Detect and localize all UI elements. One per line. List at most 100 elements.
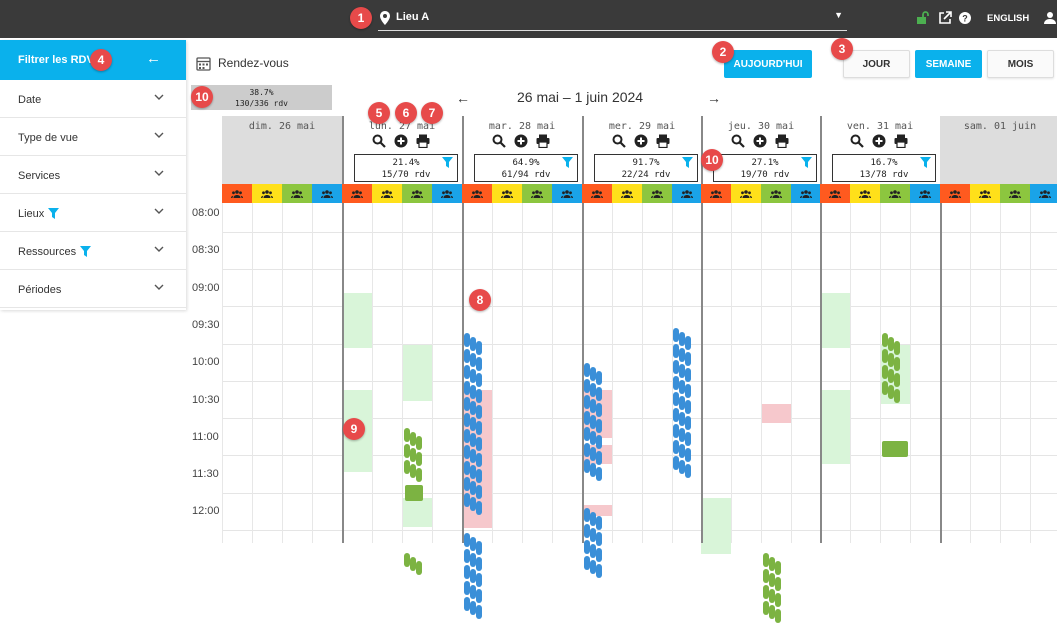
resource-header[interactable] [222,184,252,203]
external-link-icon[interactable] [938,11,952,25]
appointment[interactable] [590,431,596,445]
appointment[interactable] [410,464,416,478]
appointment[interactable] [596,532,602,546]
appointment[interactable] [590,415,596,429]
appointment[interactable] [470,417,476,431]
arrow-left-icon[interactable]: ← [146,50,161,67]
appointment[interactable] [470,369,476,383]
month-view-button[interactable]: MOIS [987,50,1054,78]
filter-services[interactable]: Services [0,156,186,194]
resource-header[interactable] [701,184,731,203]
appointment[interactable] [470,497,476,511]
appointment[interactable] [679,364,685,378]
filter-icon[interactable] [442,157,453,172]
appointment[interactable] [673,376,679,390]
appointment[interactable] [470,449,476,463]
filter-p-riodes[interactable]: Périodes [0,270,186,308]
resource-header[interactable] [432,184,462,203]
prev-week-arrow-icon[interactable]: ← [456,90,470,106]
appointment[interactable] [679,412,685,426]
appointment[interactable] [894,357,900,371]
appointment[interactable] [470,401,476,415]
appointment[interactable] [584,411,590,425]
appointment[interactable] [596,387,602,401]
resource-header[interactable] [850,184,880,203]
time-slot[interactable] [402,344,432,401]
appointment[interactable] [888,385,894,399]
appointment[interactable] [679,444,685,458]
appointment[interactable] [464,365,470,379]
resource-header[interactable] [731,184,761,203]
appointment[interactable] [590,447,596,461]
appointment[interactable] [476,573,482,587]
print-icon[interactable] [894,134,908,148]
resource-header[interactable] [312,184,342,203]
appointment[interactable] [673,328,679,342]
resource-header[interactable] [582,184,612,203]
appointment[interactable] [590,463,596,477]
appointment[interactable] [596,371,602,385]
day-header[interactable]: sam. 01 juin [940,116,1057,184]
appointment[interactable] [596,419,602,433]
time-slot[interactable] [582,505,612,517]
resource-header[interactable] [880,184,910,203]
appointment[interactable] [476,389,482,403]
appointment[interactable] [685,336,691,350]
appointment[interactable] [596,564,602,578]
appointment[interactable] [685,432,691,446]
resource-header[interactable] [791,184,821,203]
appointment[interactable] [584,524,590,538]
filter-type-de-vue[interactable]: Type de vue [0,118,186,156]
resource-header[interactable] [672,184,702,203]
user-icon[interactable] [1043,11,1057,25]
appointment[interactable] [584,443,590,457]
resource-header[interactable] [402,184,432,203]
appointment[interactable] [476,421,482,435]
appointment[interactable] [404,444,410,458]
appointment[interactable] [888,353,894,367]
add-circle-icon[interactable] [872,134,886,148]
filter-icon[interactable] [801,157,812,172]
appointment[interactable] [584,427,590,441]
filter-lieux[interactable]: Lieux [0,194,186,232]
appointment[interactable] [882,381,888,395]
appointment[interactable] [673,392,679,406]
filter-date[interactable]: Date [0,80,186,118]
appointment[interactable] [888,337,894,351]
appointment[interactable] [476,437,482,451]
day-header[interactable]: mar. 28 mai 64.9% 61/94 rdv [462,116,582,184]
resource-header[interactable] [342,184,372,203]
resource-header[interactable] [612,184,642,203]
appointment[interactable] [464,413,470,427]
appointment[interactable] [882,441,908,457]
time-slot[interactable] [761,404,791,424]
resource-header[interactable] [522,184,552,203]
resource-header[interactable] [252,184,282,203]
resource-header[interactable] [282,184,312,203]
search-icon[interactable] [731,134,745,148]
appointment[interactable] [464,445,470,459]
resource-header[interactable] [462,184,492,203]
appointment[interactable] [673,440,679,454]
appointment[interactable] [416,436,422,450]
appointment[interactable] [673,424,679,438]
appointment[interactable] [476,557,482,571]
appointment[interactable] [584,395,590,409]
day-header[interactable]: dim. 26 mai [222,116,342,184]
appointment[interactable] [679,428,685,442]
resource-header[interactable] [492,184,522,203]
appointment[interactable] [404,460,410,474]
resource-header[interactable] [1030,184,1057,203]
appointment[interactable] [679,332,685,346]
add-circle-icon[interactable] [394,134,408,148]
time-slot[interactable] [820,292,850,349]
appointment[interactable] [590,383,596,397]
search-icon[interactable] [612,134,626,148]
day-header[interactable]: lun. 27 mai 21.4% 15/70 rdv [342,116,462,184]
print-icon[interactable] [775,134,789,148]
appointment[interactable] [470,337,476,351]
appointment[interactable] [888,369,894,383]
appointment[interactable] [775,577,781,591]
day-view-button[interactable]: JOUR [843,50,910,78]
appointment[interactable] [775,609,781,623]
